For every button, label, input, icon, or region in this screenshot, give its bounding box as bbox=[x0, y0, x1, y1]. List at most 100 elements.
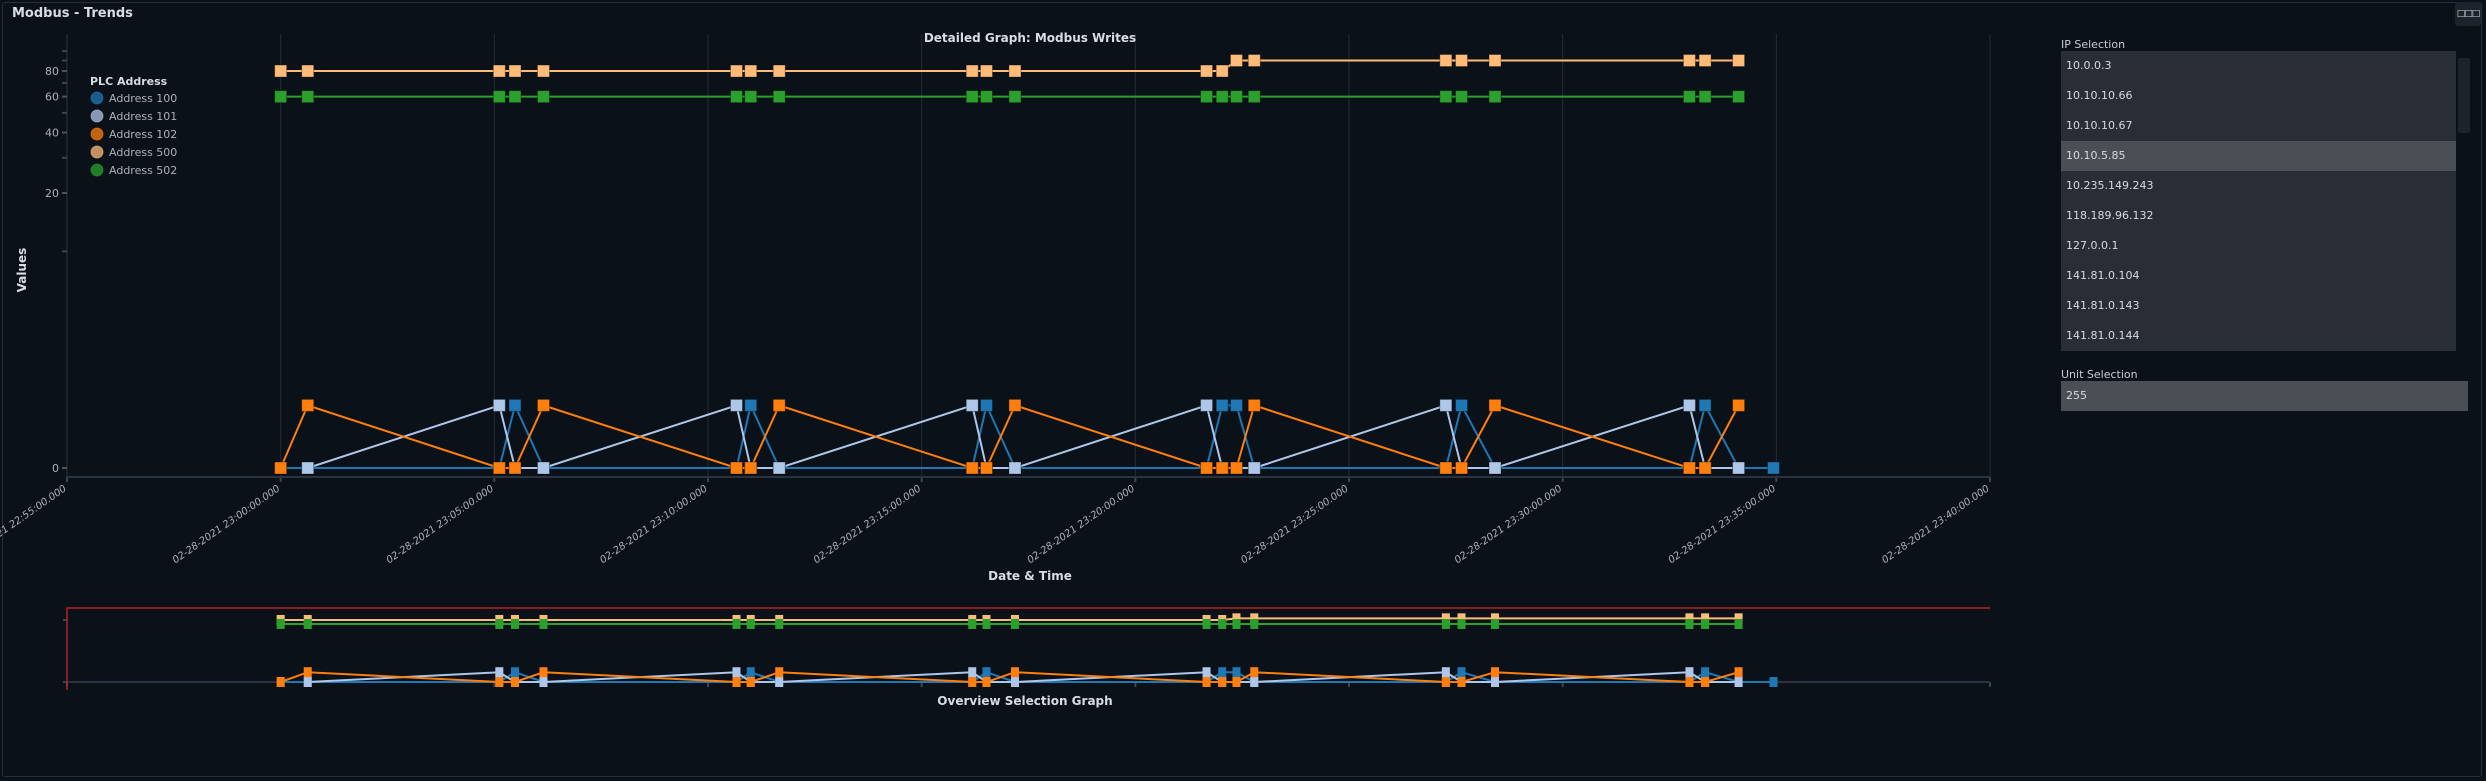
data-point bbox=[1439, 398, 1453, 412]
ip-list-item[interactable]: 10.10.10.67 bbox=[2066, 119, 2133, 132]
overview-data-point bbox=[775, 618, 784, 629]
data-point bbox=[492, 64, 506, 78]
detailed-graph[interactable]: 02-28-2021 22:55:00.000 02-28-2021 23:00:… bbox=[0, 0, 2040, 781]
data-point bbox=[492, 398, 506, 412]
unit-selection-input[interactable]: 255 bbox=[2061, 381, 2468, 411]
y-axis-label: Values bbox=[15, 248, 29, 293]
y-tick-label: 40 bbox=[45, 127, 59, 140]
chart-title: Detailed Graph: Modbus Writes bbox=[924, 31, 1136, 45]
overview-data-point bbox=[303, 667, 312, 678]
ip-list-item[interactable]: 141.81.0.104 bbox=[2066, 269, 2140, 282]
unit-selection-label: Unit Selection bbox=[2061, 368, 2138, 381]
data-point bbox=[1215, 461, 1229, 475]
legend-item[interactable]: Address 102 bbox=[109, 128, 177, 141]
ip-selection-list[interactable]: 10.0.0.3 10.10.10.66 10.10.10.67 10.10.5.85… bbox=[2061, 51, 2456, 351]
legend-item[interactable]: Address 100 bbox=[109, 92, 177, 105]
y-tick-label: 20 bbox=[45, 187, 59, 200]
data-point bbox=[1200, 398, 1214, 412]
data-point bbox=[508, 64, 522, 78]
legend-item[interactable]: Address 502 bbox=[109, 164, 177, 177]
legend-marker-icon bbox=[90, 145, 104, 159]
overview-data-point bbox=[276, 618, 285, 629]
data-point bbox=[1698, 461, 1712, 475]
ip-list-item[interactable]: 141.81.0.144 bbox=[2066, 329, 2140, 342]
overview-data-point bbox=[1202, 667, 1211, 678]
data-point bbox=[1766, 461, 1780, 475]
overview-data-point bbox=[1491, 613, 1500, 624]
data-point bbox=[492, 90, 506, 104]
series-line-address-100 bbox=[280, 402, 1774, 469]
data-point bbox=[1732, 90, 1746, 104]
data-point bbox=[729, 90, 743, 104]
overview-data-point bbox=[746, 618, 755, 629]
x-tick-label: 02-28-2021 23:10:00.000 bbox=[598, 483, 710, 566]
ip-list-item[interactable]: 127.0.0.1 bbox=[2066, 239, 2119, 252]
data-point bbox=[1698, 90, 1712, 104]
data-point bbox=[1008, 461, 1022, 475]
overview-data-point bbox=[732, 677, 741, 687]
overview-data-point bbox=[968, 618, 977, 629]
data-point bbox=[1200, 90, 1214, 104]
x-tick-label: 02-28-2021 23:00:00.000 bbox=[171, 483, 283, 566]
overview-data-point bbox=[1457, 618, 1466, 629]
overview-data-point bbox=[1701, 618, 1710, 629]
legend-marker-icon bbox=[90, 163, 104, 177]
overview-data-point bbox=[510, 618, 519, 629]
overview-data-point bbox=[1685, 613, 1694, 624]
data-point bbox=[1200, 64, 1214, 78]
data-point bbox=[772, 64, 786, 78]
overview-data-point bbox=[1232, 667, 1241, 678]
overview-data-point bbox=[1441, 677, 1450, 687]
overview-data-point bbox=[1491, 667, 1500, 678]
ip-list-item[interactable]: 10.10.10.66 bbox=[2066, 89, 2133, 102]
overview-data-point bbox=[1491, 618, 1500, 629]
overview-data-point bbox=[510, 667, 519, 678]
data-point bbox=[536, 64, 550, 78]
overview-data-point bbox=[1701, 677, 1710, 687]
ip-selection-label: IP Selection bbox=[2061, 38, 2126, 51]
data-point bbox=[301, 64, 315, 78]
x-tick-label: 02-28-2021 23:40:00.000 bbox=[1880, 483, 1992, 566]
data-point bbox=[965, 398, 979, 412]
overview-data-point bbox=[510, 677, 519, 687]
data-point bbox=[744, 461, 758, 475]
data-point bbox=[744, 90, 758, 104]
data-point bbox=[979, 64, 993, 78]
overview-data-point bbox=[1685, 667, 1694, 678]
x-axis-label: Date & Time bbox=[988, 569, 1072, 583]
ip-list-scrollbar[interactable] bbox=[2458, 58, 2470, 133]
ip-list-item[interactable]: 10.10.5.85 bbox=[2061, 141, 2456, 171]
data-point bbox=[1455, 398, 1469, 412]
data-point bbox=[1488, 461, 1502, 475]
data-point bbox=[536, 90, 550, 104]
data-point bbox=[274, 90, 288, 104]
data-point bbox=[744, 64, 758, 78]
overview-data-point bbox=[982, 618, 991, 629]
overview-data-point bbox=[1457, 677, 1466, 687]
data-point bbox=[965, 64, 979, 78]
overview-selection-brush bbox=[66, 607, 1990, 690]
data-point bbox=[1732, 54, 1746, 68]
data-point bbox=[508, 90, 522, 104]
data-point bbox=[979, 398, 993, 412]
data-point bbox=[772, 90, 786, 104]
overview-data-point bbox=[1734, 677, 1743, 687]
ip-list-item[interactable]: 10.235.149.243 bbox=[2066, 179, 2154, 192]
legend-title: PLC Address bbox=[90, 75, 168, 88]
ip-list-item[interactable]: 10.0.0.3 bbox=[2066, 59, 2112, 72]
overview-data-point bbox=[1202, 618, 1211, 629]
legend-item[interactable]: Address 101 bbox=[109, 110, 177, 123]
legend-marker-icon bbox=[90, 91, 104, 105]
data-point bbox=[772, 398, 786, 412]
data-point bbox=[1455, 54, 1469, 68]
overview-data-point bbox=[1010, 618, 1019, 629]
panel-menu-button[interactable]: □□□ bbox=[2455, 2, 2481, 26]
legend-item[interactable]: Address 500 bbox=[109, 146, 177, 159]
data-point bbox=[1682, 90, 1696, 104]
ip-list-item[interactable]: 141.81.0.143 bbox=[2066, 299, 2140, 312]
overview-data-point bbox=[495, 677, 504, 687]
x-tick-label: 02-28-2021 23:25:00.000 bbox=[1239, 483, 1351, 566]
data-point bbox=[1229, 398, 1243, 412]
data-point bbox=[1008, 398, 1022, 412]
ip-list-item[interactable]: 118.189.96.132 bbox=[2066, 209, 2154, 222]
